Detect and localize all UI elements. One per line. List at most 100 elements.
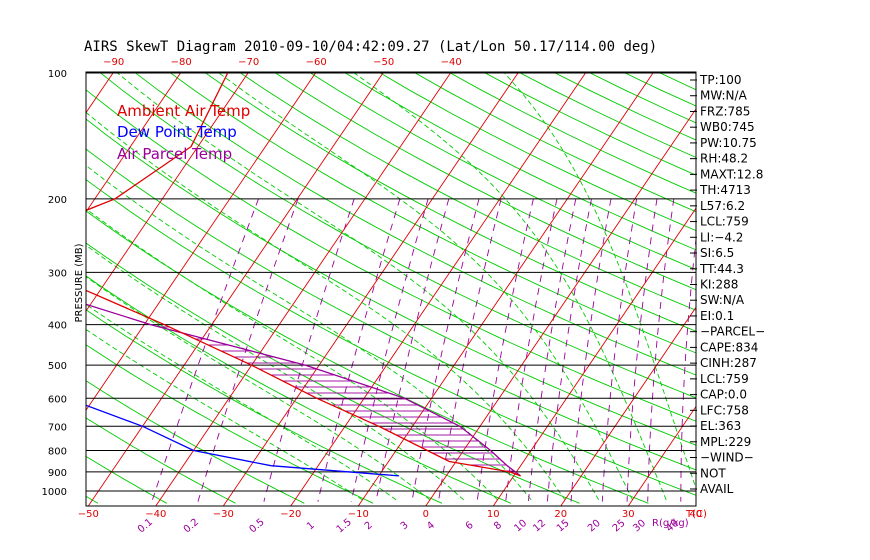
mixing-ratio-unit-label: R(g/kg) [652,518,689,529]
stats-item: MAXT:12.8 [700,167,763,181]
mixing-ratio-line [546,198,592,502]
pressure-tick-label: 800 [48,446,67,457]
top-temp-tick-label: −70 [238,57,259,68]
mixing-ratio-label: 4 [425,520,437,533]
mixing-ratio-label: 6 [464,520,476,533]
stats-item: RH:48.2 [700,152,748,166]
mixing-ratio-line [570,198,612,502]
mixing-ratio-line [437,198,502,502]
moist-adiabat [504,72,696,490]
isotherm [86,72,317,411]
plot-frame [85,71,697,507]
mixing-ratio-line [647,198,675,502]
dry-adiabat [86,242,580,504]
isotherm [86,72,250,312]
stats-item: EI:0.1 [700,309,734,323]
dry-adiabat [86,89,696,422]
isotherm [829,54,870,508]
legend-dew-point-temp: Dew Point Temp [117,123,237,141]
dry-adiabat [813,64,870,504]
stats-item: CINH:287 [700,356,757,370]
mixing-ratio-label: 0.5 [247,517,266,536]
dry-adiabat [86,275,511,504]
isotherm [155,72,452,506]
mixing-ratio-label: 10 [512,518,529,535]
stats-item: L57:6.2 [700,199,745,213]
dry-adiabat [273,72,696,291]
mixing-ratio-line [411,198,480,502]
dry-adiabat [133,72,696,376]
stats-item: LCL:759 [700,215,749,229]
top-temp-tick-label: −40 [441,57,462,68]
mixing-ratio-line [263,198,355,502]
mixing-ratio-line [601,198,638,502]
legend-ambient-air-temp: Ambient Air Temp [117,102,250,120]
pressure-tick-label: 400 [48,321,67,332]
mixing-ratio-line [527,198,577,502]
top-temp-tick-label: −90 [103,57,124,68]
stats-item: MW:N/A [700,89,748,103]
stats-item: CAPE:834 [700,340,758,354]
dry-adiabat [447,72,696,194]
stats-item: EL:363 [700,419,741,433]
dry-adiabat [86,455,167,504]
mixing-ratio-line [476,198,534,502]
mixing-ratio-label: 20 [586,518,603,535]
stats-item: AVAIL [700,482,734,496]
isotherm [0,54,59,508]
bottom-temp-tick-label: 40 [689,509,702,520]
dry-adiabat [86,179,696,496]
moist-adiabat [117,72,600,501]
mixing-ratio-line [680,235,696,502]
dry-adiabat [86,210,649,504]
cape-hatch [151,324,521,476]
chart-title: AIRS SkewT Diagram 2010-09-10/04:42:09.2… [84,39,657,55]
bottom-temp-tick-label: 0 [423,509,429,520]
top-temp-tick-label: −60 [306,57,327,68]
mixing-ratio-line [151,198,259,502]
stats-item: −WIND− [700,451,754,465]
dry-adiabat [86,309,443,504]
dry-adiabat [342,72,696,251]
mixing-ratio-label: 8 [492,520,504,533]
moist-adiabat [86,328,363,501]
stats-item: WB0:745 [700,120,755,134]
pressure-tick-label: 700 [48,422,67,433]
bottom-temp-tick-label: −20 [280,509,301,520]
isotherm [87,72,385,506]
bottom-temp-tick-label: −30 [213,509,234,520]
cape-hatch-area [151,324,521,476]
isotherm [560,306,696,506]
mixing-ratio-label: 25 [611,518,628,535]
legend: Ambient Air Temp Dew Point Temp Air Parc… [117,102,250,163]
mixing-ratio-label: 0.2 [182,517,201,536]
stats-item: NOT [700,466,726,480]
stats-item: SW:N/A [700,293,745,307]
moist-adiabat [86,111,566,501]
mixing-ratio-label: 3 [399,520,411,533]
dry-adiabat [308,72,696,270]
dry-adiabat [778,64,870,504]
mixing-ratio-line [317,198,401,502]
pressure-tick-label: 200 [48,195,67,206]
mixing-ratio-label: 12 [531,518,548,535]
dry-adiabat [482,72,696,176]
dry-adiabat [168,72,696,354]
stats-item: LCL:759 [700,372,749,386]
bottom-temp-tick-label: −10 [348,509,369,520]
bottom-temp-tick-label: 20 [554,509,567,520]
dry-adiabat [744,64,870,504]
isotherm [86,72,182,213]
mixing-ratio-label: 15 [555,518,572,535]
temp-unit-label: T(C) [685,509,707,520]
sounding-profiles [86,72,521,477]
mixing-ratio-label: 30 [631,518,648,535]
isotherm [627,405,696,506]
moist-adiabat [353,72,667,501]
dewpoint-line [86,404,400,477]
pressure-tick-label: 100 [48,69,67,80]
stats-item: TP:100 [699,73,742,87]
mixing-ratio-line [505,198,558,502]
